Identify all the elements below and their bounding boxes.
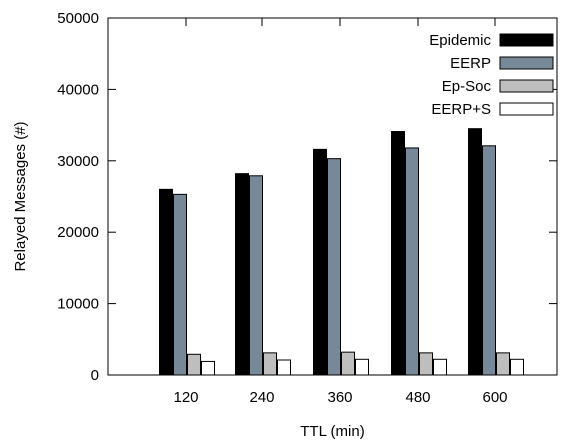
bar-epidemic <box>313 148 327 376</box>
bar-ep-soc <box>341 351 355 376</box>
y-tick-label: 20000 <box>57 224 99 241</box>
y-tick-label: 0 <box>91 367 99 384</box>
bar-ep-soc <box>263 352 277 376</box>
bar-eerp-s <box>201 360 215 376</box>
bars-group <box>159 128 524 376</box>
y-tick-label: 30000 <box>57 153 99 170</box>
legend-label: EERP <box>450 55 491 72</box>
y-tick-label: 50000 <box>57 10 99 27</box>
x-tick-label: 480 <box>405 389 430 406</box>
bar-eerp <box>327 158 341 376</box>
bar-epidemic <box>159 188 173 376</box>
legend-swatch <box>499 33 554 47</box>
bar-ep-soc <box>187 353 201 376</box>
bar-eerp-s <box>510 358 524 376</box>
bar-epidemic <box>391 131 405 376</box>
x-axis-label: TTL (min) <box>300 423 364 440</box>
bar-eerp <box>173 193 187 376</box>
bar-ep-soc <box>419 352 433 376</box>
y-tick-label: 10000 <box>57 296 99 313</box>
x-tick-label: 240 <box>249 389 274 406</box>
legend-label: EERP+S <box>431 101 491 118</box>
legend-swatch <box>499 56 554 70</box>
legend-swatch <box>499 79 554 93</box>
bar-eerp-s <box>277 359 291 376</box>
legend: Epidemic EERP Ep-Soc EERP+S <box>429 32 554 118</box>
bar-eerp <box>482 145 496 376</box>
y-tick-label: 40000 <box>57 81 99 98</box>
bar-eerp <box>405 147 419 376</box>
bar-eerp-s <box>355 358 369 376</box>
bar-eerp <box>249 175 263 376</box>
x-tick-label: 600 <box>482 389 507 406</box>
bar-eerp-s <box>433 358 447 376</box>
bar-ep-soc <box>496 352 510 376</box>
bar-epidemic <box>468 128 482 376</box>
y-axis-label: Relayed Messages (#) <box>12 121 29 271</box>
bar-epidemic <box>235 173 249 376</box>
legend-label: Epidemic <box>429 32 491 49</box>
legend-label: Ep-Soc <box>442 78 492 95</box>
x-tick-label: 120 <box>173 389 198 406</box>
legend-swatch <box>499 102 554 116</box>
x-tick-label: 360 <box>327 389 352 406</box>
